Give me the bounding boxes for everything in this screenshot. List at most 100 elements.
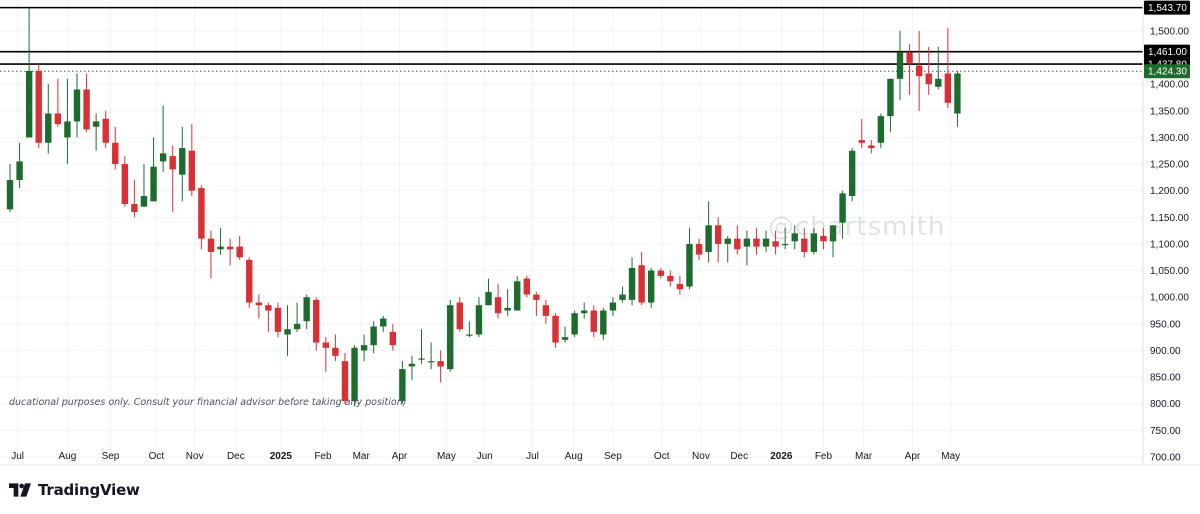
candle-body <box>839 193 846 223</box>
candle <box>494 283 502 319</box>
candle-body <box>274 307 282 332</box>
price-level-label: 1,543.70 <box>1148 3 1187 14</box>
candle <box>332 334 339 362</box>
candle-body <box>313 299 320 343</box>
candle <box>131 180 138 218</box>
candle <box>83 73 90 133</box>
y-tick-label: 1,150.00 <box>1150 213 1189 224</box>
x-tick-label: 2026 <box>770 451 793 462</box>
candle-body <box>217 246 224 250</box>
tradingview-brand[interactable]: TradingView <box>9 481 140 499</box>
candle <box>714 217 722 263</box>
candle <box>542 299 550 324</box>
candle <box>705 201 712 263</box>
candle <box>906 44 913 95</box>
candle <box>255 294 263 319</box>
x-tick-label: Jun <box>477 451 493 462</box>
candle-body <box>159 153 167 162</box>
disclaimer-text: ducational purposes only. Consult your f… <box>9 397 407 408</box>
x-tick-label: Apr <box>392 451 408 462</box>
candle-body <box>322 342 330 348</box>
candle-body <box>781 243 789 246</box>
candle-body <box>954 73 961 114</box>
candle-body <box>92 121 100 127</box>
candle <box>447 299 454 372</box>
candle <box>514 275 521 311</box>
candle-body <box>734 238 741 250</box>
candle-body <box>896 52 904 79</box>
candle-body <box>246 259 253 303</box>
candle-body <box>915 65 923 77</box>
candle-body <box>380 318 387 327</box>
candle <box>772 230 779 255</box>
x-tick-label: Oct <box>149 451 165 462</box>
candle-body <box>456 302 463 330</box>
y-tick-label: 700.00 <box>1150 453 1181 464</box>
price-level-tag <box>1144 44 1190 59</box>
candle-body <box>877 116 885 143</box>
candle <box>791 225 798 250</box>
candle-body <box>638 265 645 303</box>
candle <box>829 225 837 258</box>
candle <box>437 350 444 383</box>
candle <box>360 334 368 362</box>
y-tick-label: 1,100.00 <box>1150 239 1189 250</box>
candle-body <box>485 291 492 306</box>
candle <box>408 355 416 380</box>
x-tick-label: Feb <box>815 451 833 462</box>
x-tick-label: Aug <box>565 451 583 462</box>
candle-body <box>820 235 827 242</box>
candle-body <box>45 113 52 143</box>
y-tick-label: 1,300.00 <box>1150 133 1189 144</box>
candle <box>169 145 176 212</box>
price-axis[interactable]: 700.00 750.00 800.00 850.00 900.00 950.00 1,00… <box>1150 26 1189 463</box>
candle <box>724 235 731 263</box>
price-level-label: 1,424.30 <box>1148 67 1187 78</box>
candle-body <box>236 246 243 258</box>
candle-body <box>427 361 435 363</box>
candle-body <box>772 241 779 247</box>
candle-body <box>686 243 693 287</box>
candle <box>810 227 818 255</box>
candle-body <box>399 369 406 402</box>
candle-body <box>226 246 234 250</box>
candle <box>801 227 808 258</box>
candle-body <box>140 196 148 207</box>
candle-body <box>657 270 664 276</box>
candle-body <box>887 78 894 117</box>
candle-body <box>743 238 751 247</box>
candle <box>380 315 387 332</box>
candle <box>217 227 224 255</box>
candle-body <box>447 305 454 370</box>
candle <box>16 142 23 189</box>
candle-body <box>609 302 617 311</box>
candle <box>686 227 693 290</box>
candle-body <box>102 118 109 143</box>
x-tick-label: Nov <box>186 451 204 462</box>
candle-body <box>810 233 818 252</box>
candle-body <box>542 305 550 316</box>
candle <box>638 251 645 306</box>
candle <box>657 267 664 279</box>
candle-body <box>169 156 176 170</box>
candle-body <box>906 52 913 63</box>
candle-body <box>341 361 349 402</box>
price-level-labels: 1,543.701,461.001,437.801,424.30 <box>1144 0 1190 79</box>
candle-body <box>504 307 511 311</box>
tradingview-logo-icon <box>9 483 31 497</box>
candle <box>466 321 473 338</box>
candle-body <box>714 225 722 244</box>
candle <box>25 7 33 138</box>
candle <box>609 297 617 316</box>
candle <box>341 353 349 404</box>
candle-body <box>255 302 263 306</box>
time-axis[interactable]: Jul Aug Sep Oct Nov Dec 2025 Feb Mar Apr May Jun Jul… <box>11 451 960 462</box>
candle-body <box>332 347 339 356</box>
candle <box>159 105 167 173</box>
candle <box>456 297 463 332</box>
candle <box>45 84 52 154</box>
brand-name: TradingView <box>38 481 140 499</box>
candle-body <box>523 278 530 295</box>
x-tick-label: Aug <box>59 451 77 462</box>
